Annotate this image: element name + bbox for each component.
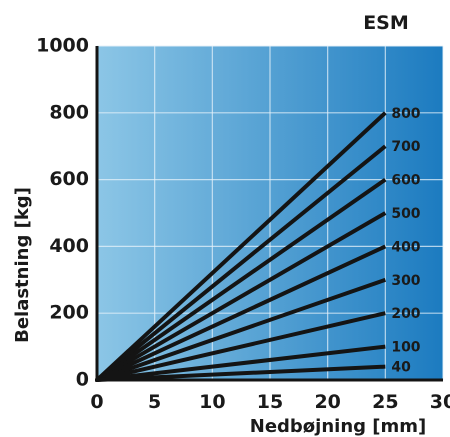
series-line-700 (95, 144, 387, 382)
series-line-600 (95, 177, 387, 382)
series-label-800: 800 (391, 106, 420, 122)
chart-title: ESM (363, 12, 409, 34)
series-label-600: 600 (391, 173, 420, 189)
y-tick-label: 800 (49, 101, 89, 123)
series-label-400: 400 (391, 239, 420, 255)
x-tick-label: 20 (314, 391, 340, 413)
series-line-800 (95, 111, 387, 382)
series-label-700: 700 (391, 139, 420, 155)
y-axis-title: Belastning [kg] (12, 187, 33, 343)
x-tick-label: 25 (372, 391, 398, 413)
x-tick-label: 5 (148, 391, 161, 413)
x-tick-labels: 0 5 10 15 20 25 30 (90, 391, 450, 413)
y-tick-label: 400 (49, 235, 89, 257)
series-labels: 800 700 600 500 400 300 200 100 40 (391, 106, 420, 376)
series-label-300: 300 (391, 273, 420, 289)
axes (95, 46, 443, 382)
x-tick-label: 10 (199, 391, 225, 413)
series-lines (95, 111, 387, 382)
y-tick-label: 0 (76, 369, 89, 391)
x-tick-label: 30 (430, 391, 450, 413)
series-line-40 (96, 364, 386, 382)
y-tick-label: 200 (49, 302, 89, 324)
x-axis-title: Nedbøjning [mm] (250, 416, 427, 437)
series-line-100 (96, 344, 386, 382)
x-tick-label: 0 (90, 391, 103, 413)
x-tick-label: 15 (257, 391, 283, 413)
series-label-40: 40 (391, 360, 411, 376)
series-label-200: 200 (391, 306, 420, 322)
series-label-100: 100 (391, 340, 420, 356)
y-tick-label: 600 (49, 168, 89, 190)
y-tick-labels: 0 200 400 600 800 1000 (36, 35, 89, 391)
y-tick-label: 1000 (36, 35, 89, 57)
series-line-200 (96, 311, 386, 382)
series-line-400 (96, 244, 387, 382)
series-line-500 (95, 211, 387, 382)
series-label-500: 500 (391, 206, 420, 222)
series-line-300 (96, 277, 386, 382)
